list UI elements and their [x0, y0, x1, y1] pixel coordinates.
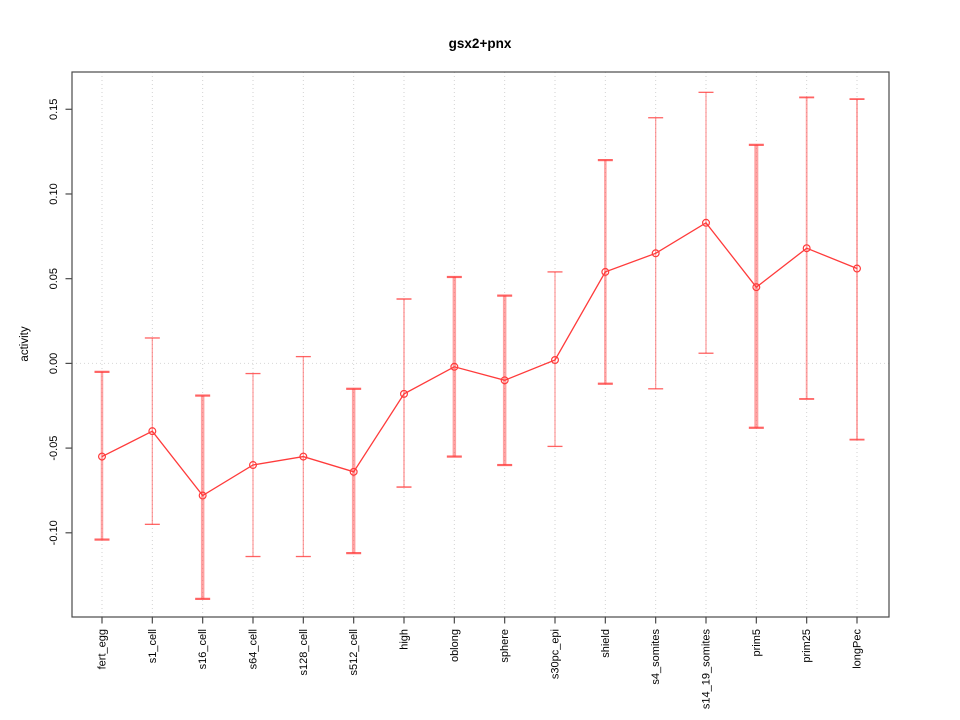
data-point	[97, 452, 106, 461]
data-point	[249, 461, 258, 470]
data-point	[400, 389, 409, 398]
data-point	[701, 218, 710, 227]
data-point	[349, 467, 358, 476]
x-tick-label: longPec	[852, 629, 864, 669]
x-tick-label: shield	[600, 629, 612, 658]
y-tick-label: -0.05	[48, 436, 60, 461]
x-tick-label: prim25	[801, 629, 813, 663]
y-tick-label: 0.10	[48, 183, 60, 204]
data-point	[550, 356, 559, 365]
data-point	[299, 452, 308, 461]
data-point	[198, 491, 207, 500]
x-tick-label: s16_cell	[197, 629, 209, 669]
x-tick-label: s64_cell	[248, 629, 260, 669]
x-tick-label: s4_somites	[650, 629, 662, 685]
x-tick-label: s512_cell	[348, 629, 360, 675]
series-line	[101, 221, 858, 497]
y-tick-label: 0.05	[48, 268, 60, 289]
y-tick-label: -0.10	[48, 520, 60, 545]
x-tick-label: oblong	[449, 629, 461, 662]
x-tick-label: prim5	[751, 629, 763, 657]
data-point	[500, 376, 509, 385]
data-point	[651, 249, 660, 258]
data-point	[802, 244, 811, 253]
x-tick-label: sphere	[499, 629, 511, 663]
y-tick-label: 0.00	[48, 353, 60, 374]
x-tick-label: fert_egg	[97, 629, 109, 669]
chart-title: gsx2+pnx	[448, 36, 512, 51]
data-point	[601, 267, 610, 276]
x-tick-label: s128_cell	[298, 629, 310, 675]
data-point	[852, 264, 861, 273]
x-tick-label: s14_19_somites	[701, 629, 713, 710]
y-tick-label: 0.15	[48, 99, 60, 120]
x-tick-label: high	[399, 629, 411, 650]
data-point	[148, 427, 157, 436]
plot-frame	[71, 71, 890, 618]
x-tick-label: s1_cell	[147, 629, 159, 663]
data-point	[752, 283, 761, 292]
x-tick-label: s30pc_epi	[550, 629, 562, 679]
data-point	[450, 362, 459, 371]
